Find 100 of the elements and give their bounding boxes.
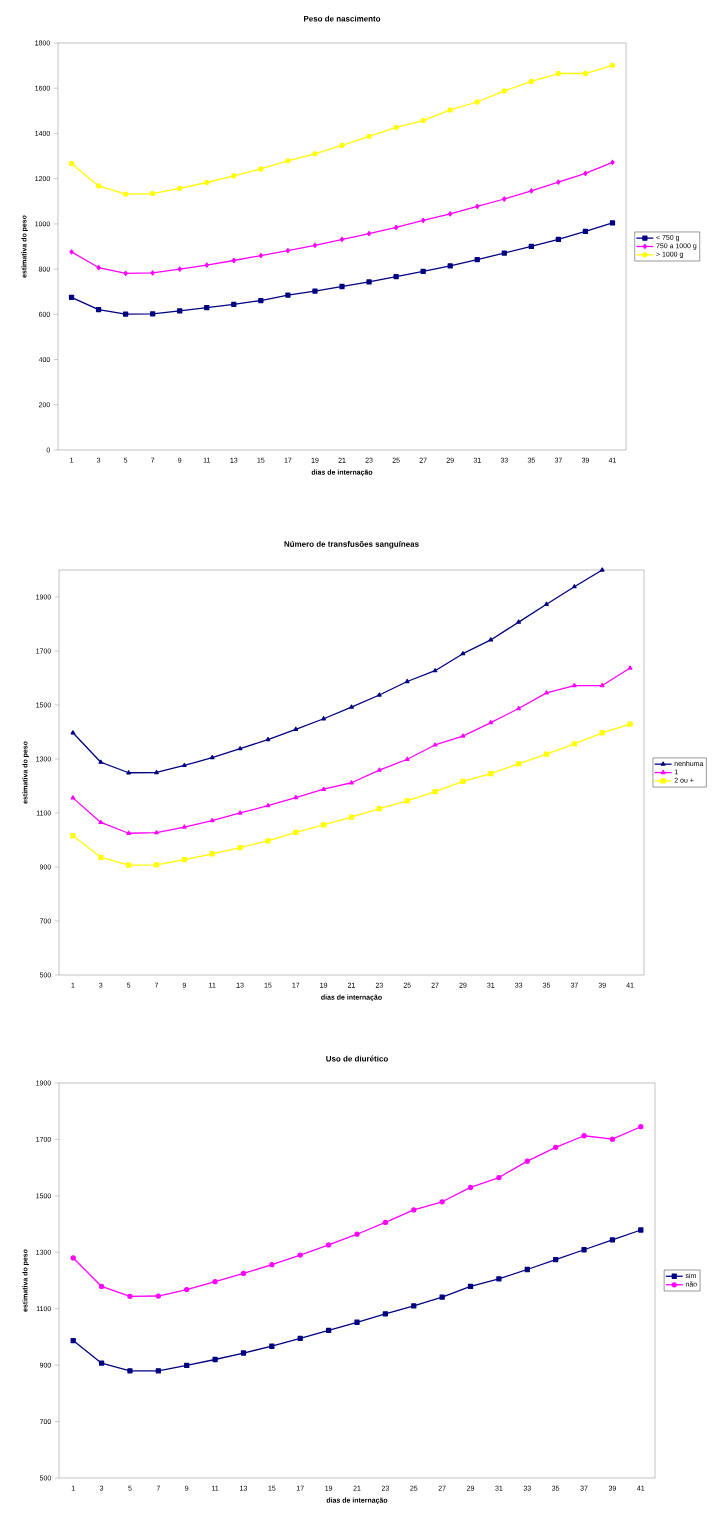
point [404,678,410,684]
point [553,1144,559,1150]
point [209,851,215,857]
point [529,188,534,194]
point [70,795,76,800]
point [496,1174,502,1181]
point [447,263,453,269]
point [488,637,494,642]
point [348,814,355,820]
point [366,279,372,285]
point [393,224,399,231]
point [544,690,549,695]
point [393,124,399,130]
point [98,1283,105,1290]
point [582,70,589,77]
point [153,862,160,868]
point [439,1199,445,1205]
point [127,1293,133,1299]
point [150,311,156,317]
point [237,746,243,751]
point [599,730,605,736]
point [258,297,264,304]
point [421,217,426,224]
point [70,1255,76,1261]
point [627,721,633,727]
point [556,179,561,185]
point [501,250,507,256]
point [321,822,327,828]
point [432,789,438,795]
point [609,1136,616,1142]
point [488,770,494,777]
point [467,1283,474,1290]
point [474,99,480,105]
point [150,190,156,197]
point [439,1294,445,1300]
point [155,1368,161,1374]
point [96,264,101,271]
point [231,257,236,264]
point [610,159,615,166]
point [297,1252,303,1258]
point [177,308,183,314]
point [376,767,382,772]
point [155,1293,161,1299]
point [638,1124,644,1130]
point [126,770,132,775]
point [432,668,438,673]
point [181,824,187,829]
point [312,288,318,294]
point [98,759,104,764]
point [376,806,382,812]
point [293,829,299,836]
point [524,1266,530,1273]
point [339,142,345,149]
point [555,236,562,243]
point [516,761,522,767]
point [516,619,522,624]
point [460,651,466,656]
point [240,1350,247,1356]
point [212,1356,218,1363]
point [448,211,453,217]
point [321,786,327,791]
point [376,692,382,697]
point [339,236,345,243]
point [204,262,209,268]
point [528,78,534,85]
point [258,166,264,172]
point [411,1303,417,1309]
point [122,191,129,197]
point [285,292,291,298]
point [70,730,76,735]
point [571,682,577,688]
point [70,833,76,839]
point [524,1158,530,1164]
point [544,601,549,606]
point [411,1207,417,1213]
point [432,742,438,747]
point [467,1184,474,1191]
point [68,160,75,167]
point [154,830,159,835]
point [325,1327,332,1334]
point [474,256,480,263]
point [69,249,74,255]
point [184,1362,190,1369]
point [516,705,522,711]
point [581,1133,587,1139]
point [95,306,102,313]
point [181,762,187,768]
point [447,107,453,113]
point [553,1256,559,1263]
point [312,151,318,157]
point [126,830,132,835]
point [98,1360,105,1366]
point [571,741,578,747]
point [312,242,318,248]
point [349,704,354,709]
point [122,311,129,317]
point [404,756,410,761]
point [555,70,562,77]
point [70,1337,76,1344]
point [582,228,589,234]
